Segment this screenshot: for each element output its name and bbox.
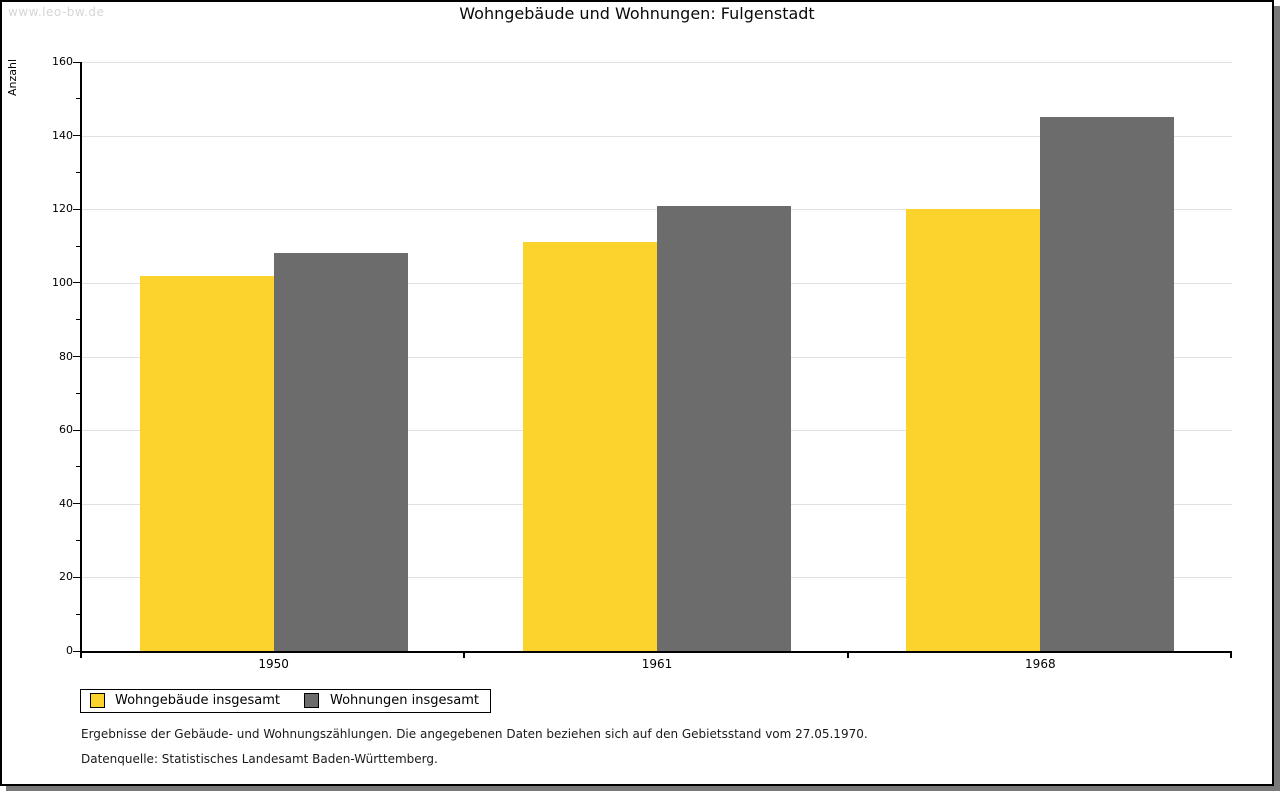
footnote-source: Datenquelle: Statistisches Landesamt Bad… <box>81 752 438 766</box>
x-tick-1 <box>463 653 466 658</box>
y-tick-label-20: 20 <box>59 570 73 584</box>
y-tick-label-100: 100 <box>52 275 73 289</box>
footnote-description: Ergebnisse der Gebäude- und Wohnungszähl… <box>81 727 868 741</box>
bar-wohnungen-1950 <box>273 253 408 651</box>
y-tick-100 <box>73 282 81 284</box>
x-tick-3 <box>1230 653 1232 658</box>
x-axis-line <box>80 651 1232 653</box>
y-minor-tick-90 <box>76 319 81 321</box>
y-minor-tick-150 <box>76 98 81 100</box>
legend-swatch-wohnungen <box>304 693 319 708</box>
y-tick-label-140: 140 <box>52 128 73 142</box>
y-tick-20 <box>73 576 81 578</box>
legend-label-wohngebaeude: Wohngebäude insgesamt <box>115 693 280 708</box>
y-axis-label: Anzahl <box>6 58 19 96</box>
gridline-160 <box>82 62 1232 63</box>
bar-wohnungen-1961 <box>657 205 791 651</box>
y-tick-label-0: 0 <box>66 644 73 657</box>
bar-wohngebaeude-1968 <box>906 209 1041 651</box>
bar-wohngebaeude-1961 <box>523 242 657 651</box>
x-tick-2 <box>846 653 849 658</box>
y-tick-label-60: 60 <box>59 423 73 437</box>
y-tick-label-80: 80 <box>59 349 73 363</box>
legend-label-wohnungen: Wohnungen insgesamt <box>330 693 479 708</box>
y-tick-label-160: 160 <box>52 55 73 68</box>
y-tick-160 <box>73 61 81 63</box>
y-minor-tick-10 <box>76 613 81 615</box>
gridline-140 <box>82 135 1232 137</box>
y-axis-line <box>80 62 82 658</box>
x-category-label-1950: 1950 <box>258 657 289 671</box>
y-minor-tick-110 <box>76 245 81 247</box>
x-category-label-1961: 1961 <box>641 657 673 671</box>
y-tick-80 <box>73 356 81 357</box>
chart-title: Wohngebäude und Wohnungen: Fulgenstadt <box>459 4 815 23</box>
y-tick-40 <box>73 503 81 505</box>
y-minor-tick-70 <box>76 392 81 394</box>
bar-wohnungen-1968 <box>1040 117 1175 651</box>
y-tick-label-40: 40 <box>59 496 73 510</box>
x-category-label-1968: 1968 <box>1025 657 1056 671</box>
y-tick-0 <box>73 650 81 652</box>
bar-wohngebaeude-1950 <box>139 275 274 651</box>
plot-area <box>73 61 1232 658</box>
y-minor-tick-130 <box>76 171 81 173</box>
y-tick-120 <box>73 208 81 210</box>
legend-box: Wohngebäude insgesamt Wohnungen insgesam… <box>80 689 491 713</box>
y-tick-label-120: 120 <box>52 202 73 216</box>
y-tick-140 <box>73 135 81 137</box>
y-minor-tick-50 <box>76 466 81 468</box>
y-tick-60 <box>73 429 81 431</box>
y-minor-tick-30 <box>76 540 81 542</box>
legend-swatch-wohngebaeude <box>90 693 105 708</box>
watermark-url: www.leo-bw.de <box>8 5 105 19</box>
